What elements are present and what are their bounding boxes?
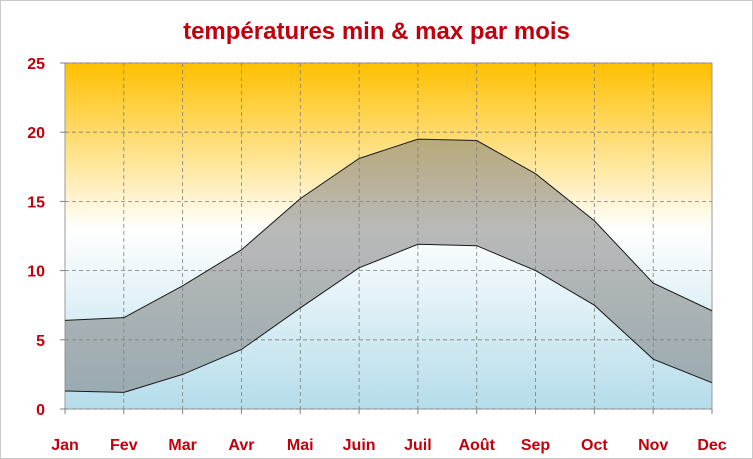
temperature-band xyxy=(65,139,712,393)
y-tick-label: 5 xyxy=(36,333,45,350)
x-tick-label: Dec xyxy=(697,437,726,454)
series-line-min xyxy=(64,243,713,393)
y-tick-label: 20 xyxy=(27,125,45,142)
data-marks xyxy=(64,138,713,393)
x-tick-label: Jan xyxy=(51,437,79,454)
y-tick-label: 25 xyxy=(27,56,45,73)
chart-title: températures min & max par mois xyxy=(183,18,570,45)
x-tick-label: Juil xyxy=(404,437,432,454)
series-line-max xyxy=(64,138,713,321)
y-tick-label: 10 xyxy=(27,264,45,281)
y-tick-label: 0 xyxy=(36,402,45,419)
y-tick-label: 15 xyxy=(27,194,45,211)
x-tick-label: Fev xyxy=(110,437,138,454)
x-tick-label: Oct xyxy=(581,437,608,454)
x-tick-label: Mai xyxy=(287,437,314,454)
x-tick-label: Nov xyxy=(638,437,668,454)
x-tick-label: Sep xyxy=(521,437,551,454)
x-tick-label: Août xyxy=(459,437,496,454)
x-tick-label: Mar xyxy=(168,437,196,454)
x-tick-label: Juin xyxy=(343,437,376,454)
axes: 0 5 10 15 20 25 Jan Fev Mar Avr Mai Juin Juil Août Sep… xyxy=(27,56,727,454)
x-tick-label: Avr xyxy=(228,437,254,454)
